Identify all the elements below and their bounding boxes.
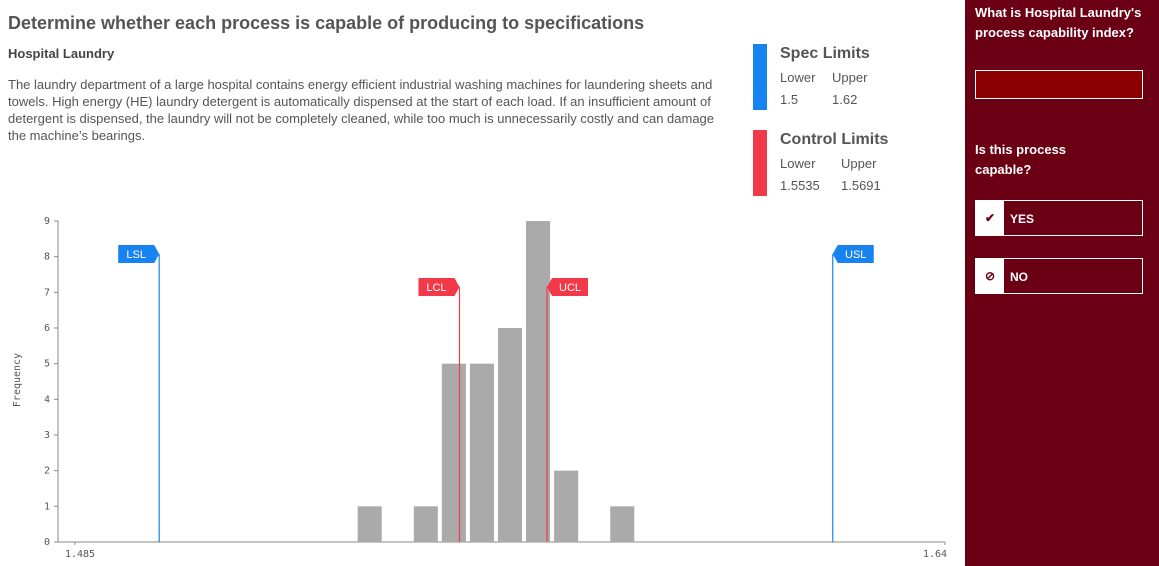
spec-title: Spec Limits [780,45,870,62]
bar [469,363,494,542]
bar [497,328,523,542]
bar [413,506,438,542]
sidebar: What is Hospital Laundry's process capab… [965,0,1159,566]
y-tick-label: 5 [44,359,50,370]
question: Is this process capable? [975,142,1067,177]
y-tick-label: 2 [44,466,50,477]
question: What is Hospital Laundry's process capab… [975,5,1142,40]
y-tick-label: 4 [44,394,50,405]
y-tick-label: 8 [44,252,50,263]
bar [441,363,466,542]
value: 1.5 [780,92,799,107]
bar [610,506,635,542]
limit-label: LCL [426,282,446,294]
y-tick-label: 3 [44,430,50,441]
value: 1.5691 [841,178,881,193]
limit-flag [418,278,460,296]
subtitle: Hospital Laundry [8,46,115,61]
check-icon: ✔ [976,201,1004,235]
value: 1.62 [832,92,858,107]
answer-input[interactable] [975,70,1143,99]
limit-label: USL [845,249,866,261]
limit-flag [547,278,589,296]
title: Determine whether each process is capabl… [8,13,645,33]
control-swatch [753,130,767,196]
x-tick-label: 1.64 [923,549,947,560]
y-tick-label: 7 [44,287,50,298]
limit-flag [832,245,874,263]
y-axis-label: Frequency [12,353,23,407]
bar [554,470,579,542]
label: Lower [780,70,816,85]
limit-label: LSL [126,249,146,261]
y-tick-label: 9 [44,216,50,227]
bar [526,221,551,542]
no-label: NO [1010,270,1028,284]
limit-label: UCL [559,282,581,294]
label: Upper [841,156,877,171]
chart: Frequency 0 1 2 3 4 5 6 7 8 9 1.485 1.64 LSL USL LCL UC… [12,216,947,560]
description: The laundry department of a large hospit… [8,77,715,143]
yes-label: YES [1010,212,1035,226]
no-button[interactable]: ⊘ NO [975,258,1143,294]
label: Lower [780,156,816,171]
bar [357,506,382,542]
limit-flag [118,245,160,263]
label: Upper [832,70,868,85]
y-tick-label: 0 [44,537,50,548]
yes-button[interactable]: ✔ YES [975,200,1143,236]
spec-swatch [753,44,767,110]
x-tick-label: 1.485 [65,549,95,560]
y-tick-label: 6 [44,323,50,334]
control-title: Control Limits [780,131,889,148]
y-tick-label: 1 [44,501,50,512]
value: 1.5535 [780,178,820,193]
no-icon: ⊘ [976,259,1004,293]
